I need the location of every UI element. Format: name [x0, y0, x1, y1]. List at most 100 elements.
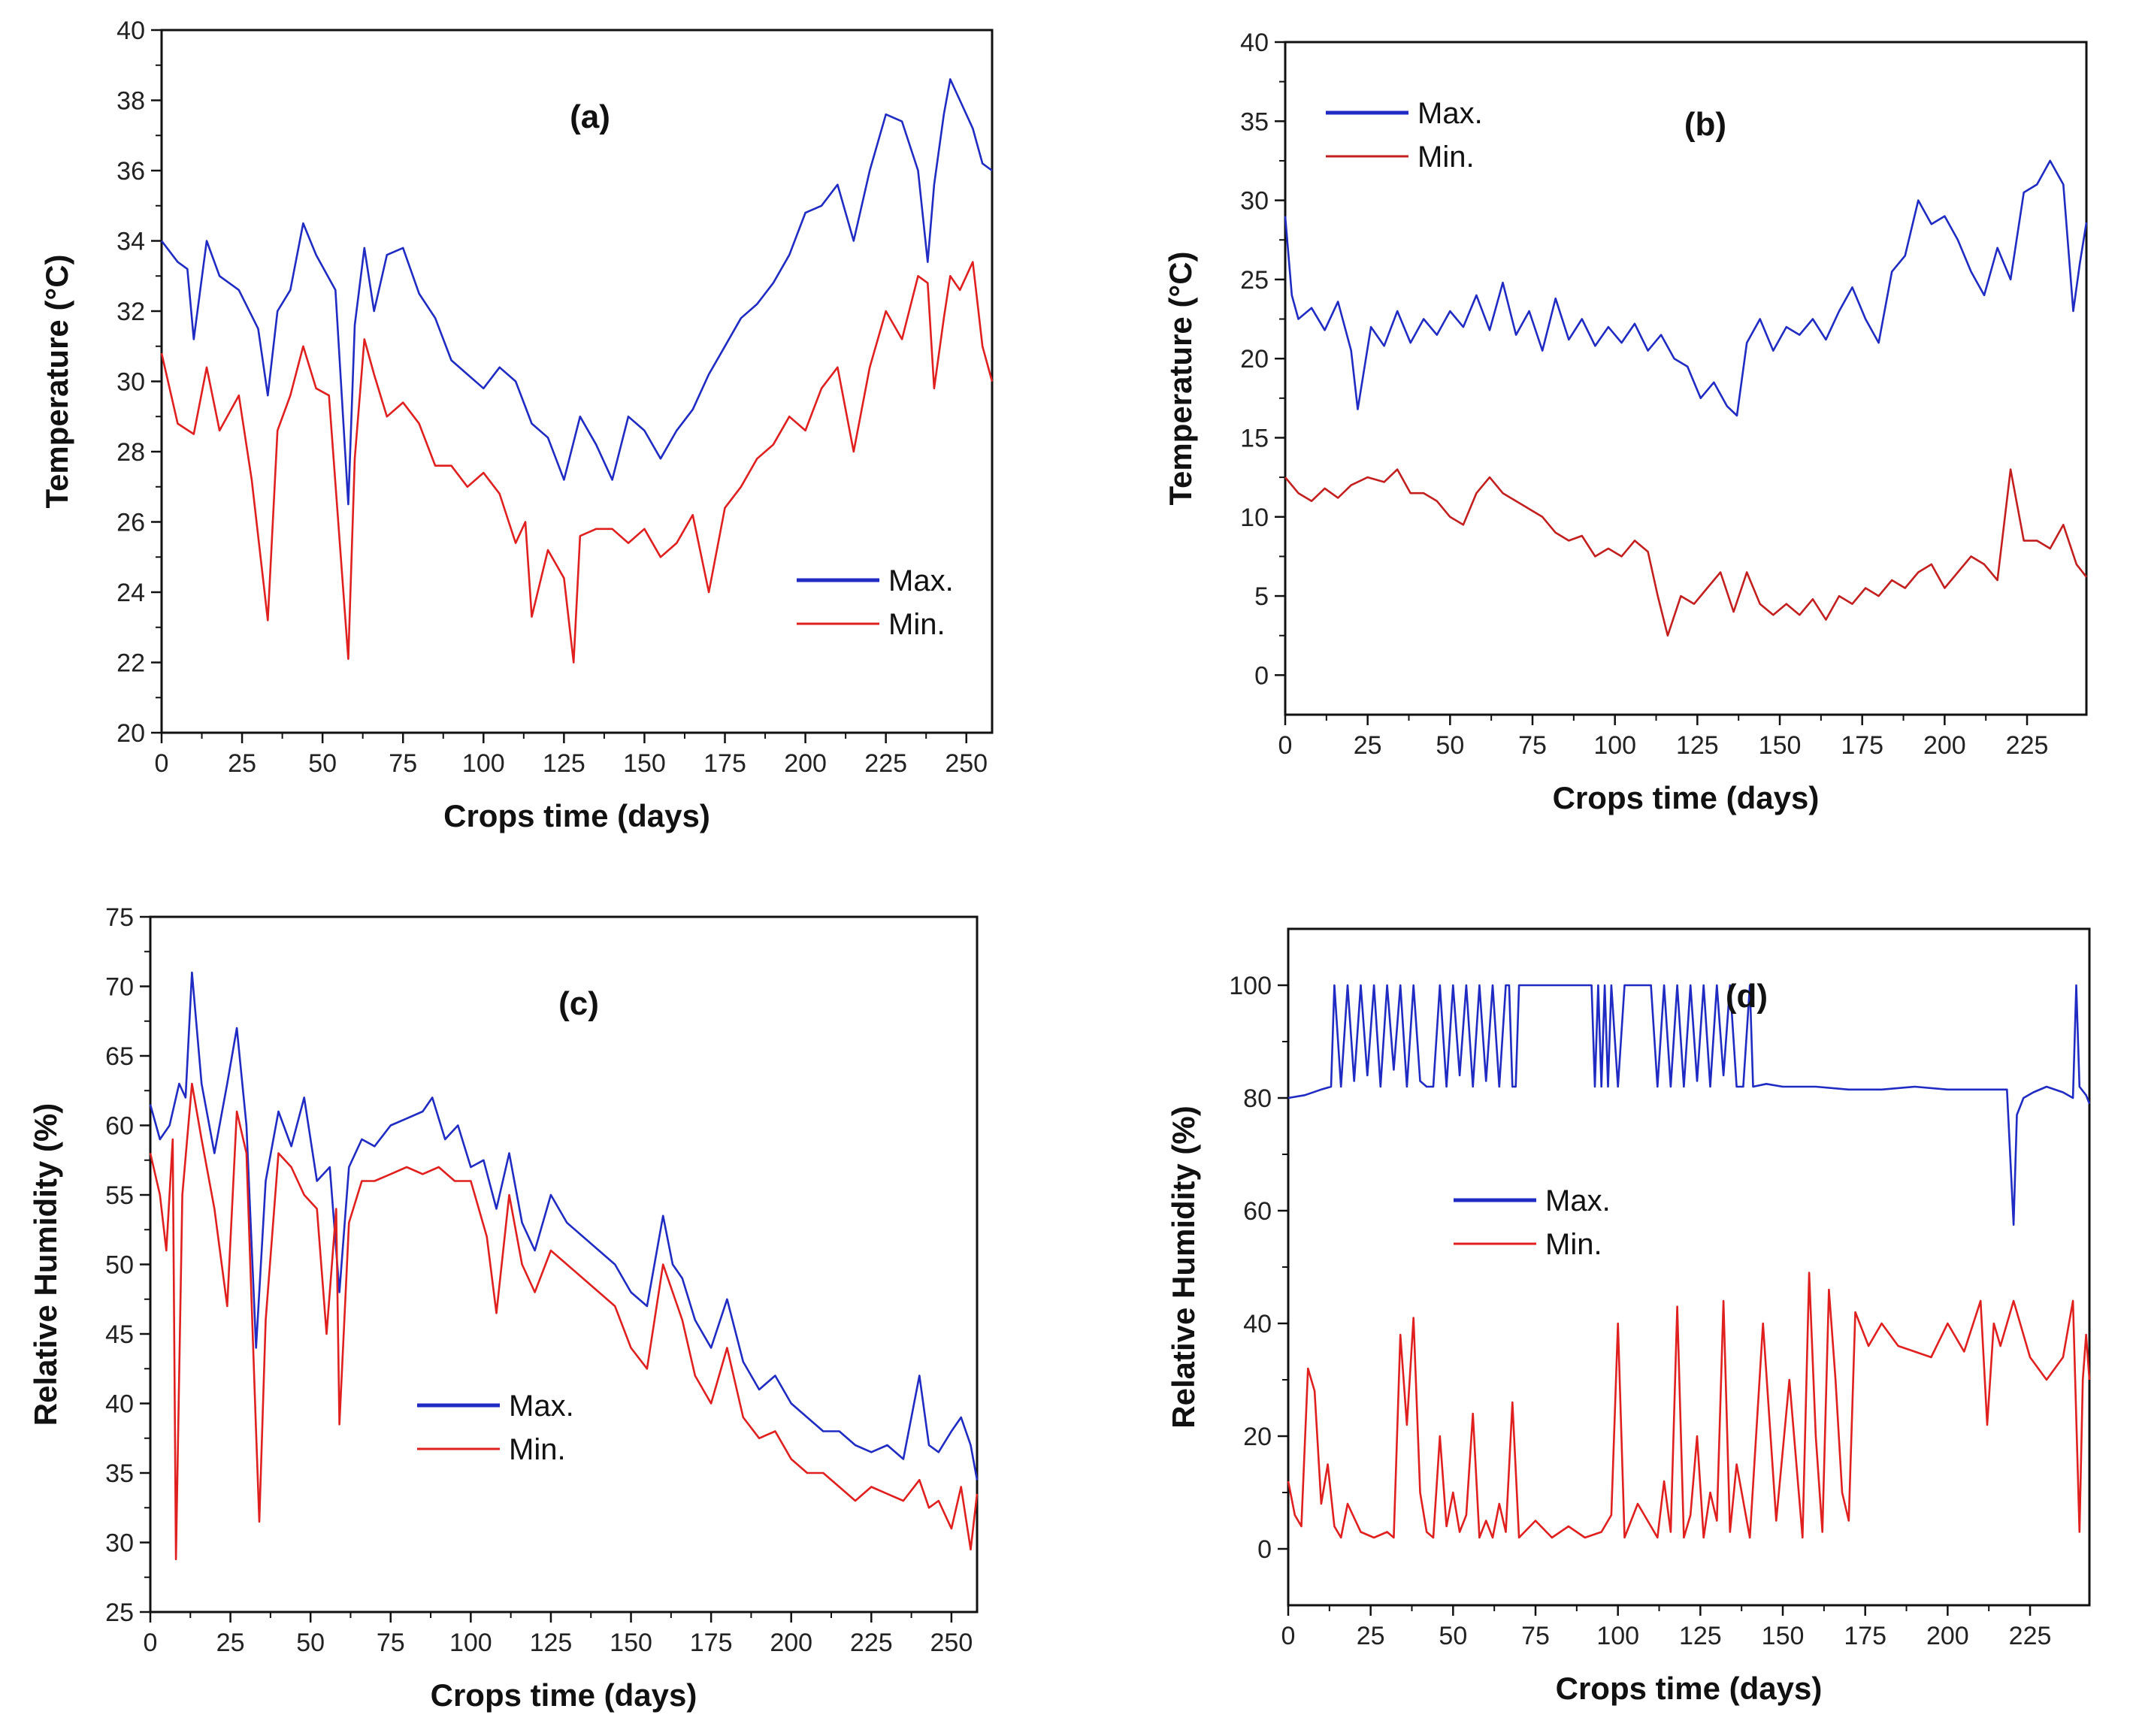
legend-label: Max.	[509, 1390, 574, 1423]
plot-frame	[1287, 927, 2091, 1607]
y-axis-title: Relative Humidity (%)	[1166, 1105, 1201, 1428]
x-tick-label: 150	[623, 749, 666, 778]
x-tick-label: 0	[1278, 731, 1293, 760]
y-tick-label: 40	[1240, 29, 1269, 57]
x-tick-label: 175	[1844, 1622, 1886, 1650]
chart-panel-c: 0 25 50 75 100 125 150 175 200 225 250 25 30 35 40 45 50…	[28, 903, 979, 1713]
x-tick-label: 225	[864, 749, 907, 778]
y-tick-label: 5	[1254, 582, 1269, 611]
x-tick-label: 0	[144, 1629, 158, 1657]
series-line-max	[1284, 159, 2088, 417]
series-line-min	[160, 261, 994, 664]
series-line-min	[1287, 1272, 2091, 1539]
y-tick-label: 30	[116, 368, 145, 397]
y-tick-label: 30	[1240, 187, 1269, 216]
legend-label: Min.	[1417, 141, 1475, 174]
series-line-max	[149, 971, 979, 1480]
y-tick-label: 35	[1240, 107, 1269, 136]
x-axis-title: Crops time (days)	[1556, 1671, 1823, 1706]
x-tick-label: 250	[930, 1629, 973, 1657]
x-tick-label: 25	[228, 749, 256, 778]
x-tick-label: 150	[1762, 1622, 1805, 1650]
y-tick-label: 10	[1240, 504, 1269, 532]
y-tick-label: 20	[1240, 345, 1269, 374]
x-tick-label: 75	[389, 749, 417, 778]
panel-label: (a)	[570, 98, 610, 135]
y-tick-label: 38	[116, 87, 145, 116]
x-tick-label: 125	[1676, 731, 1719, 760]
panel-label: (c)	[558, 985, 599, 1022]
legend-label: Max.	[888, 564, 954, 597]
y-axis-title: Relative Humidity (%)	[28, 1103, 63, 1426]
x-tick-label: 125	[543, 749, 585, 778]
x-tick-label: 0	[1281, 1622, 1296, 1650]
x-tick-label: 100	[462, 749, 505, 778]
x-tick-label: 50	[1439, 1622, 1467, 1650]
plot-frame	[1284, 41, 2088, 716]
y-axis-title: Temperature (°C)	[1163, 251, 1198, 505]
chart-panel-b: 0 25 50 75 100 125 150 175 200 225 0 5 10 15 20 25 30 35 4…	[1163, 29, 2088, 815]
x-tick-label: 75	[1518, 731, 1547, 760]
x-tick-label: 75	[377, 1629, 405, 1657]
x-tick-label: 175	[703, 749, 746, 778]
y-tick-label: 40	[116, 17, 145, 45]
series-line-max	[1287, 984, 2091, 1226]
y-tick-label: 25	[1240, 266, 1269, 295]
series-line-max	[160, 78, 993, 506]
x-tick-label: 50	[308, 749, 337, 778]
x-tick-label: 200	[1926, 1622, 1969, 1650]
y-tick-label: 28	[116, 438, 145, 467]
y-tick-label: 24	[116, 579, 145, 607]
legend-label: Max.	[1545, 1184, 1611, 1217]
x-tick-label: 100	[1596, 1622, 1639, 1650]
x-tick-label: 150	[1759, 731, 1802, 760]
x-tick-label: 250	[945, 749, 988, 778]
legend-label: Max.	[1417, 97, 1483, 130]
x-tick-label: 225	[2006, 731, 2049, 760]
y-tick-label: 20	[1243, 1423, 1272, 1451]
legend-label: Min.	[888, 608, 945, 641]
chart-panel-a: 0 25 50 75 100 125 150 175 200 225 250 20 22 24 26 28 30…	[39, 17, 994, 833]
x-tick-label: 225	[850, 1629, 893, 1657]
y-tick-label: 60	[1243, 1197, 1272, 1226]
y-tick-label: 35	[105, 1459, 134, 1488]
x-tick-label: 0	[155, 749, 169, 778]
y-tick-label: 22	[116, 649, 145, 678]
x-axis-title: Crops time (days)	[1553, 780, 1820, 815]
y-tick-label: 25	[105, 1598, 134, 1627]
y-tick-label: 55	[105, 1181, 134, 1210]
x-tick-label: 25	[1357, 1622, 1385, 1650]
y-tick-label: 40	[1243, 1310, 1272, 1338]
x-tick-label: 25	[216, 1629, 245, 1657]
y-tick-label: 20	[116, 719, 145, 748]
y-tick-label: 100	[1229, 972, 1272, 1000]
y-tick-label: 45	[105, 1320, 134, 1349]
y-tick-label: 60	[105, 1112, 134, 1141]
x-tick-label: 200	[784, 749, 827, 778]
panel-label: (b)	[1684, 106, 1726, 143]
x-tick-label: 25	[1354, 731, 1382, 760]
y-axis-title: Temperature (°C)	[39, 254, 74, 508]
x-tick-label: 50	[1436, 731, 1464, 760]
y-tick-label: 26	[116, 509, 145, 537]
x-tick-label: 225	[2009, 1622, 2052, 1650]
y-tick-label: 65	[105, 1042, 134, 1071]
x-tick-label: 50	[296, 1629, 325, 1657]
y-tick-label: 80	[1243, 1084, 1272, 1113]
y-tick-label: 40	[105, 1390, 134, 1419]
x-axis-title: Crops time (days)	[431, 1677, 697, 1713]
chart-panel-d: 0 25 50 75 100 125 150 175 200 225 0 20 40 60 80 100 Cro…	[1166, 927, 2091, 1706]
y-tick-label: 50	[105, 1251, 134, 1280]
y-tick-label: 75	[105, 903, 134, 932]
legend-label: Min.	[1545, 1228, 1602, 1261]
y-tick-label: 32	[116, 298, 145, 326]
x-tick-label: 75	[1521, 1622, 1550, 1650]
x-axis-title: Crops time (days)	[443, 798, 710, 833]
panel-label: (d)	[1726, 978, 1768, 1015]
y-tick-label: 0	[1254, 661, 1269, 690]
x-tick-label: 175	[690, 1629, 733, 1657]
x-tick-label: 175	[1841, 731, 1883, 760]
y-tick-label: 30	[105, 1529, 134, 1558]
legend-label: Min.	[509, 1433, 566, 1466]
x-tick-label: 200	[770, 1629, 812, 1657]
